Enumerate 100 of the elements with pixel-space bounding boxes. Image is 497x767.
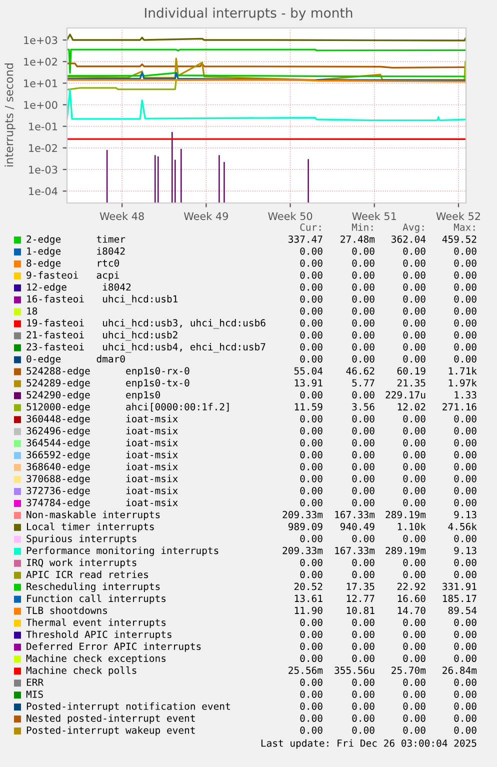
legend-label: Posted-interrupt notification event: [26, 702, 230, 712]
text: 0.00 0.00 229.17u 1.33: [300, 391, 476, 399]
text: 0.00 0.00 0.00 0.00: [300, 714, 476, 722]
text: 13.91 5.77 21.35 1.97k: [294, 379, 477, 387]
y-tick-label: 1e-03: [29, 166, 58, 174]
text: 0.00 0.00 0.00 0.00: [300, 475, 476, 482]
text: 337.47 27.48m 362.04 459.52: [288, 235, 476, 243]
legend-label: 374784-edge ioat-msix: [26, 498, 178, 508]
text: 0.00 0.00 0.00 0.00: [300, 702, 476, 710]
legend-label: APIC ICR read retries: [26, 570, 148, 578]
x-tick-label: Week 50: [268, 212, 312, 220]
text: 0.00 0.00 0.00 0.00: [300, 678, 476, 686]
legend-label: 8-edge rtc0: [26, 259, 120, 269]
text: 209.33m 167.33m 289.19m 9.13: [282, 546, 476, 554]
text: 55.04 46.62 60.19 1.71k: [294, 367, 477, 375]
x-tick-label: Week 52: [436, 212, 480, 220]
legend-label: 524289-edge enp1s0-tx-0: [26, 378, 190, 388]
legend-label: TLB shootdowns: [26, 606, 107, 614]
legend-label: 524290-edge enp1s0: [26, 390, 160, 400]
text: 989.09 940.49 1.10k 4.56k: [288, 522, 477, 530]
legend-label: 364544-edge ioat-msix: [26, 438, 178, 448]
text: 0.00 0.00 0.00 0.00: [300, 283, 476, 291]
legend-label: Deferred Error APIC interrupts: [26, 642, 201, 652]
legend-label: 372736-edge ioat-msix: [26, 486, 178, 496]
text: 0.00 0.00 0.00 0.00: [300, 415, 476, 422]
text: 0.00 0.00 0.00 0.00: [300, 259, 476, 267]
legend-label: 362496-edge ioat-msix: [26, 426, 178, 436]
chart-title: Individual interrupts - by month: [145, 8, 352, 20]
text: 209.33m 167.33m 289.19m 9.13: [282, 510, 476, 518]
legend-label: Local timer interrupts: [27, 522, 154, 532]
legend-label: Thermal event interrupts: [26, 618, 166, 628]
legend-label: 21-fasteoi uhci_hcd:usb2: [26, 330, 178, 341]
legend-label: 1-edge i8042: [27, 247, 125, 257]
text: 0.00 0.00 0.00 0.00: [300, 630, 476, 638]
y-tick-label: 1e+02: [24, 58, 57, 66]
y-tick-label: 1e+03: [24, 36, 58, 44]
x-tick-label: Week 49: [184, 212, 228, 220]
text: 0.00 0.00 0.00 0.00: [300, 331, 476, 339]
line-series: [67, 88, 466, 122]
line-series: [67, 48, 466, 74]
legend-label: 366592-edge ioat-msix: [26, 450, 178, 460]
text: 0.00 0.00 0.00 0.00: [300, 534, 476, 542]
text: Last update: Fri Dec 26 03:00:04 2025: [261, 739, 476, 749]
y-tick-label: 1e+01: [24, 79, 58, 88]
text: 0.00 0.00 0.00 0.00: [300, 498, 476, 506]
legend-label: Rescheduling interrupts: [26, 582, 160, 592]
x-tick-label: Week 51: [352, 212, 396, 220]
legend-label: 12-edge i8042: [27, 283, 131, 293]
legend-label: Function call interrupts: [27, 594, 166, 604]
legend-label: Spurious interrupts: [26, 534, 136, 544]
legend-label: Nested posted-interrupt event: [26, 714, 195, 724]
text: 0.00 0.00 0.00 0.00: [300, 247, 476, 255]
legend-label: 2-edge timer: [26, 235, 126, 245]
legend-label: 370688-edge ioat-msix: [26, 474, 178, 484]
text: 0.00 0.00 0.00 0.00: [300, 570, 476, 578]
text: 0.00 0.00 0.00 0.00: [300, 726, 476, 734]
text: 0.00 0.00 0.00 0.00: [300, 463, 476, 470]
text: 0.00 0.00 0.00 0.00: [300, 355, 476, 363]
text: Cur: Min: Avg: Max:: [300, 223, 475, 233]
legend-label: 368640-edge ioat-msix: [26, 462, 178, 472]
text: 0.00 0.00 0.00 0.00: [300, 295, 476, 303]
line-series: [67, 58, 466, 81]
text: 0.00 0.00 0.00 0.00: [300, 307, 476, 315]
text: 0.00 0.00 0.00 0.00: [300, 427, 476, 434]
legend-label: 9-fasteoi acpi: [26, 271, 119, 281]
legend-label: Machine check exceptions: [26, 654, 166, 664]
legend-label: IRQ work interrupts: [26, 558, 136, 568]
text: 0.00 0.00 0.00 0.00: [300, 343, 476, 351]
text: 0.00 0.00 0.00 0.00: [300, 642, 476, 650]
text: 0.00 0.00 0.00 0.00: [300, 690, 476, 698]
legend-label: Threshold APIC interrupts: [26, 630, 172, 640]
legend-label: 18: [27, 307, 38, 315]
text: 20.52 17.35 22.92 331.91: [294, 582, 476, 590]
legend-label: 23-fasteoi uhci_hcd:usb4, ehci_hcd:usb7: [26, 342, 266, 353]
text: 0.00 0.00 0.00 0.00: [300, 486, 476, 494]
y-tick-label: 1e-01: [29, 122, 58, 130]
legend-label: MIS: [26, 690, 43, 698]
y-tick-label: 1e+00: [24, 100, 58, 109]
legend-label: 524288-edge enp1s0-rx-0: [26, 366, 190, 376]
text: 13.61 12.77 16.60 185.17: [294, 594, 476, 602]
y-axis-title: interrupts / second: [4, 64, 16, 166]
text: 11.90 10.81 14.70 89.54: [294, 606, 477, 614]
legend-label: 19-fasteoi uhci_hcd:usb3, uhci_hcd:usb6: [27, 318, 266, 329]
text: 0.00 0.00 0.00 0.00: [300, 439, 476, 446]
text: 0.00 0.00 0.00 0.00: [300, 654, 476, 662]
legend-label: Non-maskable interrupts: [26, 510, 160, 520]
text: 11.59 3.56 12.02 271.16: [294, 403, 476, 411]
text: 0.00 0.00 0.00 0.00: [300, 271, 476, 279]
text: 0.00 0.00 0.00 0.00: [300, 618, 476, 626]
text: 0.00 0.00 0.00 0.00: [300, 558, 476, 566]
legend-label: 512000-edge ahci[0000:00:1f.2]: [26, 402, 229, 412]
text: 25.56m 355.56u 25.70m 26.84m: [288, 666, 477, 674]
legend-label: 0-edge dmar0: [26, 355, 125, 364]
y-tick-label: 1e-02: [29, 144, 57, 152]
y-tick-label: 1e-04: [29, 187, 58, 196]
legend-label: Posted-interrupt wakeup event: [26, 726, 195, 736]
legend-label: Performance monitoring interrupts: [26, 546, 218, 556]
x-tick-label: Week 48: [100, 212, 144, 220]
text: 0.00 0.00 0.00 0.00: [300, 319, 476, 327]
legend-label: ERR: [26, 678, 44, 686]
